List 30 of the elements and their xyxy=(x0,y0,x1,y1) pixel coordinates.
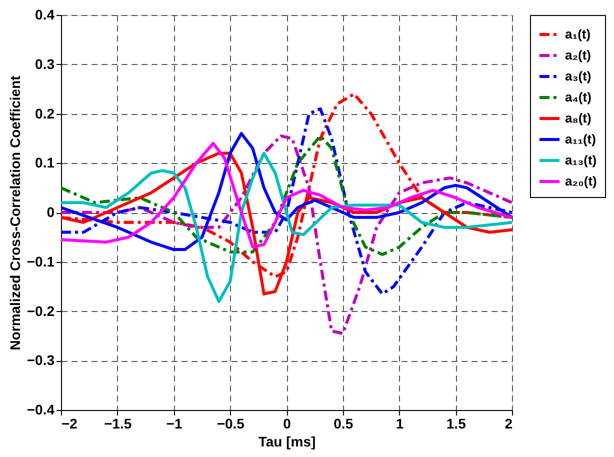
legend-label: a₃(t) xyxy=(565,68,592,84)
y-tick-label: 0.4 xyxy=(35,6,55,22)
x-tick-label: −0.5 xyxy=(216,416,245,432)
x-tick-label: 1.5 xyxy=(446,416,466,432)
legend-label: a₁(t) xyxy=(565,26,591,42)
y-tick-label: 0.3 xyxy=(35,56,55,72)
legend-label: a₈(t) xyxy=(565,110,592,126)
legend-label: a₂(t) xyxy=(565,48,591,62)
x-tick-label: 0 xyxy=(283,416,292,432)
y-tick-label: −0.2 xyxy=(26,302,55,319)
y-tick-label: −0.3 xyxy=(26,352,55,368)
line-series xyxy=(61,107,512,296)
y-tick-label: 0.2 xyxy=(35,105,55,122)
legend-label: a₄(t) xyxy=(565,90,592,104)
y-tick-label: −0.1 xyxy=(26,253,55,270)
legend-label: a₂₀(t) xyxy=(565,174,597,188)
y-axis-title: Normalized Cross-Correlation Coefficient xyxy=(6,75,23,350)
x-tick-label: −1 xyxy=(166,416,182,432)
x-tick-label: −2 xyxy=(62,416,78,432)
x-tick-label: 0.5 xyxy=(334,416,354,432)
x-tick-label: −1.5 xyxy=(104,416,132,432)
y-tick-label: 0.1 xyxy=(35,154,55,171)
legend-label: a₁₃(t) xyxy=(565,152,597,168)
x-axis-title: Tau [ms] xyxy=(258,434,316,450)
y-tick-label: −0.4 xyxy=(26,402,55,418)
line-series xyxy=(61,134,512,335)
x-tick-label: 2 xyxy=(504,416,513,432)
x-tick-label: 1 xyxy=(396,416,404,432)
y-tick-label: 0 xyxy=(46,204,55,220)
legend-label: a₁₁(t) xyxy=(565,132,596,146)
